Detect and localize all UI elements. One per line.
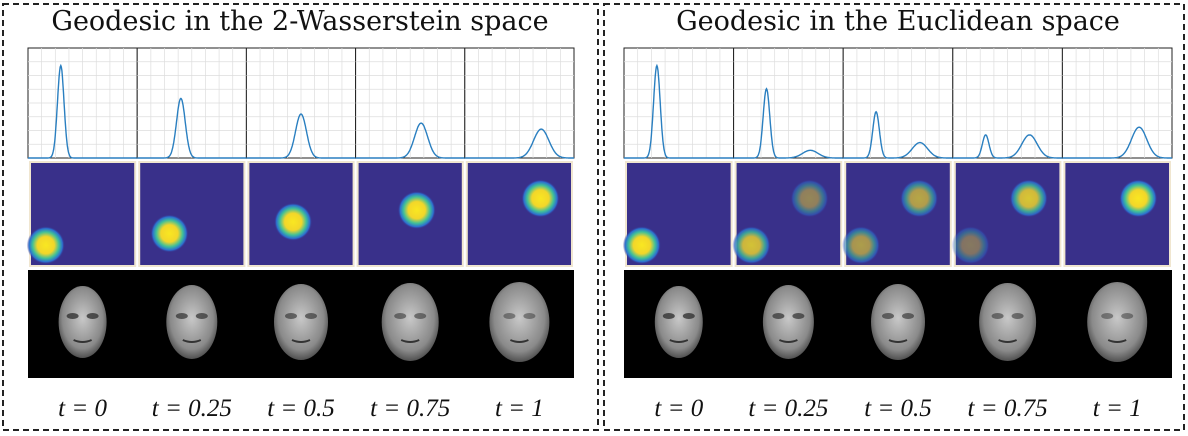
panel-title: Geodesic in the Euclidean space bbox=[676, 6, 1120, 37]
eye bbox=[414, 313, 427, 319]
face bbox=[274, 284, 328, 360]
blob bbox=[1119, 179, 1158, 218]
time-label: t = 0.75 bbox=[968, 395, 1048, 422]
face bbox=[1087, 282, 1148, 362]
eye bbox=[195, 313, 208, 319]
density-curve bbox=[843, 110, 953, 159]
face bbox=[762, 285, 814, 359]
face bbox=[871, 284, 925, 360]
density-curve bbox=[464, 128, 574, 159]
density-curve bbox=[624, 63, 734, 159]
eye bbox=[175, 313, 188, 319]
mouth bbox=[669, 339, 689, 343]
density-curve bbox=[137, 97, 247, 159]
mouth bbox=[998, 339, 1018, 343]
face bbox=[166, 285, 218, 359]
face bbox=[489, 282, 550, 362]
mouth bbox=[509, 339, 529, 343]
eye bbox=[1011, 313, 1024, 319]
time-label: t = 0.25 bbox=[748, 395, 828, 422]
time-label: t = 0 bbox=[654, 395, 703, 422]
time-label: t = 0.75 bbox=[370, 395, 450, 422]
eye bbox=[772, 313, 785, 319]
eye bbox=[86, 313, 99, 319]
density-curve bbox=[1062, 126, 1172, 159]
eye bbox=[523, 313, 536, 319]
blob bbox=[274, 202, 313, 241]
time-label: t = 1 bbox=[495, 395, 544, 422]
blob bbox=[1009, 179, 1048, 218]
eye bbox=[991, 313, 1004, 319]
blob bbox=[521, 179, 560, 218]
blob bbox=[26, 226, 65, 265]
mouth bbox=[778, 339, 798, 343]
time-label: t = 1 bbox=[1093, 395, 1142, 422]
blob bbox=[732, 226, 771, 265]
mouth bbox=[888, 339, 908, 343]
blob bbox=[397, 191, 436, 230]
eye bbox=[1101, 313, 1114, 319]
eye bbox=[305, 313, 317, 319]
face bbox=[654, 286, 703, 358]
mouth bbox=[182, 339, 202, 343]
image-bg bbox=[1063, 161, 1172, 267]
eye bbox=[902, 313, 914, 319]
face bbox=[979, 283, 1037, 361]
blob bbox=[842, 226, 881, 265]
density-curve bbox=[246, 113, 356, 159]
eye bbox=[503, 313, 516, 319]
eye bbox=[66, 313, 79, 319]
blob bbox=[790, 179, 829, 218]
eye bbox=[394, 313, 407, 319]
mouth bbox=[291, 339, 311, 343]
blob bbox=[900, 179, 939, 218]
image-bg bbox=[465, 161, 573, 267]
density-curve bbox=[733, 87, 844, 159]
eye bbox=[285, 313, 297, 319]
time-label: t = 0 bbox=[58, 395, 107, 422]
density-curve bbox=[28, 63, 138, 159]
mouth bbox=[73, 339, 93, 343]
panel-title: Geodesic in the 2-Wasserstein space bbox=[51, 6, 548, 37]
image-bg bbox=[138, 161, 246, 267]
panel-frame bbox=[603, 3, 1185, 431]
eye bbox=[882, 313, 894, 319]
face bbox=[381, 283, 439, 361]
density-curve bbox=[952, 134, 1063, 159]
blob bbox=[150, 214, 189, 253]
blob bbox=[622, 226, 661, 265]
eye bbox=[682, 313, 695, 319]
eye bbox=[662, 313, 675, 319]
mouth bbox=[400, 339, 420, 343]
time-label: t = 0.5 bbox=[864, 395, 932, 422]
time-label: t = 0.25 bbox=[152, 395, 232, 422]
mouth bbox=[1107, 339, 1127, 343]
eye bbox=[1121, 313, 1134, 319]
time-label: t = 0.5 bbox=[267, 395, 335, 422]
face bbox=[58, 286, 107, 358]
eye bbox=[792, 313, 805, 319]
density-curve bbox=[355, 122, 465, 159]
blob bbox=[951, 226, 990, 265]
